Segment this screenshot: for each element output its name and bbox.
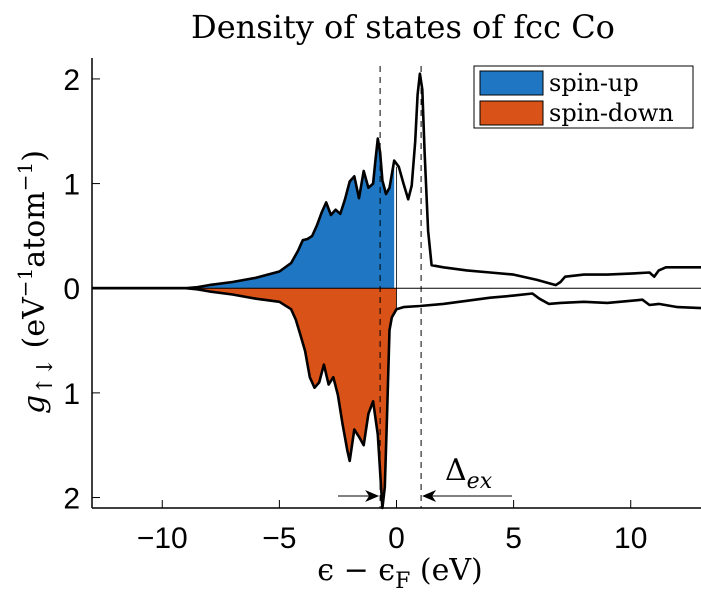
- y-axis-label-sup1: −1: [13, 268, 37, 297]
- y-axis-label-sub: ↑↓: [33, 358, 58, 395]
- exchange-split-label-main: Δ: [445, 453, 467, 488]
- exchange-split-label-sub: ex: [467, 469, 493, 494]
- y-axis-label-g: g: [17, 395, 52, 414]
- y-tick-label-0: 2: [63, 64, 80, 97]
- x-axis-label-main: ϵ − ϵ: [317, 553, 395, 588]
- exchange-arrowhead-left: [365, 490, 380, 502]
- legend-label-spin-down: spin-down: [549, 99, 674, 127]
- y-axis-label-rest1: (eV: [17, 296, 52, 358]
- legend-swatch-spin-up: [479, 70, 544, 96]
- y-axis-label-rest3: ): [17, 150, 52, 162]
- svg-text:Δex: Δex: [445, 453, 493, 494]
- exchange-arrowhead-right: [422, 490, 437, 502]
- legend-swatch-spin-down: [479, 100, 544, 126]
- legend-label-spin-up: spin-up: [549, 69, 639, 97]
- x-tick-label-1: −5: [262, 522, 296, 555]
- x-tick-label-3: 5: [505, 522, 522, 555]
- chart-title-text: Density of states of fcc Co: [191, 8, 615, 46]
- chart-title: Density of states of fcc Co: [191, 8, 615, 46]
- series-fill-spin-up: [92, 138, 395, 289]
- y-tick-label-1: 1: [63, 169, 80, 202]
- exchange-split-annotation: Δex: [445, 453, 493, 494]
- legend: spin-up spin-down: [473, 65, 694, 129]
- x-axis-label-sub: F: [395, 569, 410, 593]
- x-tick-label-4: 10: [614, 522, 647, 555]
- svg-text:g↑↓ (eV−1atom−1): g↑↓ (eV−1atom−1): [13, 150, 58, 414]
- y-tick-label-3: 1: [63, 378, 80, 411]
- y-tick-label-2: 0: [63, 273, 80, 306]
- y-axis-label-rest2: atom: [17, 191, 52, 267]
- svg-text:ϵ − ϵF (eV): ϵ − ϵF (eV): [317, 553, 482, 593]
- series-fill-spin-down: [92, 288, 397, 508]
- y-axis-label: g↑↓ (eV−1atom−1): [13, 150, 58, 414]
- x-axis-label-unit: (eV): [410, 553, 482, 588]
- x-tick-label-0: −10: [137, 522, 188, 555]
- x-tick-label-2: 0: [388, 522, 405, 555]
- series-line-spin-down: [92, 286, 701, 510]
- y-axis-label-sup2: −1: [13, 162, 37, 191]
- series-line-spin-up: [92, 72, 701, 290]
- y-tick-label-4: 2: [63, 483, 80, 516]
- x-axis-label: ϵ − ϵF (eV): [317, 553, 482, 593]
